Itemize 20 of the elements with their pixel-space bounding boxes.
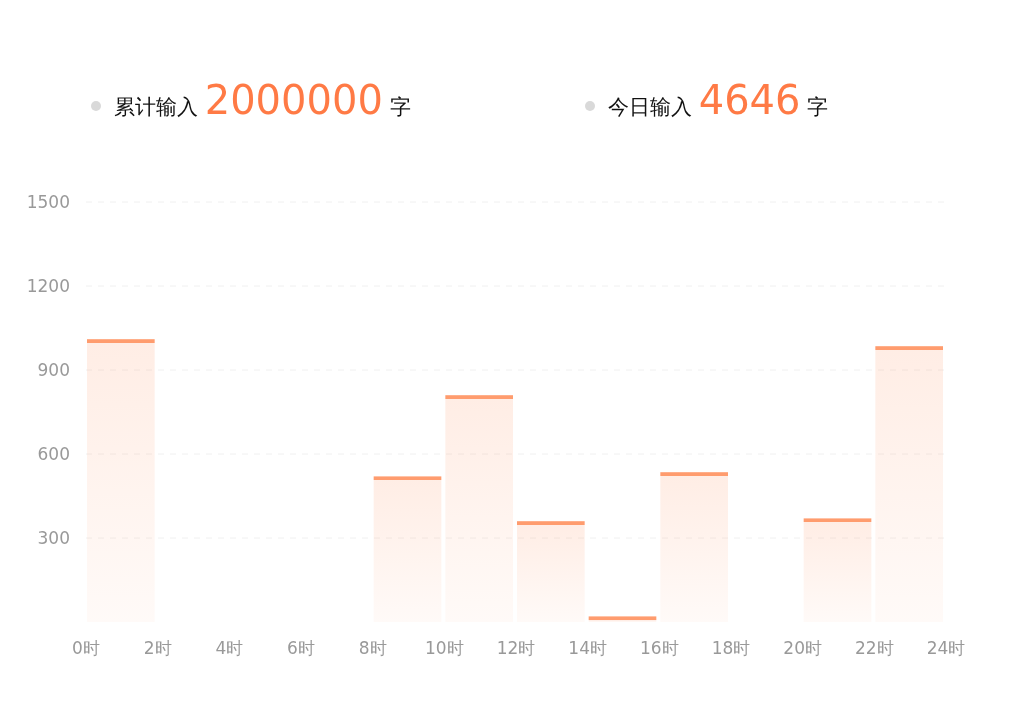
x-tick-label: 22时 bbox=[855, 638, 894, 658]
x-tick-label: 16时 bbox=[640, 638, 679, 658]
y-tick-label: 1200 bbox=[26, 276, 70, 296]
y-tick-label: 600 bbox=[37, 444, 70, 464]
text: 累计输入 2000000 字 bbox=[114, 77, 411, 123]
x-tick-label: 12时 bbox=[496, 638, 536, 658]
x-tick-label: 18时 bbox=[711, 638, 751, 658]
x-tick-label: 0时 bbox=[72, 638, 100, 658]
x-tick-label: 10时 bbox=[425, 638, 464, 658]
text: 今日输入 4646 字 bbox=[608, 77, 829, 123]
x-tick-label: 20时 bbox=[783, 638, 822, 658]
y-tick-label: 900 bbox=[37, 360, 70, 380]
x-tick-label: 6时 bbox=[287, 638, 315, 658]
x-tick-label: 2时 bbox=[143, 638, 172, 658]
x-tick-label: 4时 bbox=[215, 638, 244, 658]
x-tick-label: 24时 bbox=[926, 638, 966, 658]
y-tick-label: 1500 bbox=[26, 192, 70, 212]
x-tick-label: 14时 bbox=[568, 638, 607, 658]
y-tick-label: 300 bbox=[37, 528, 70, 548]
x-tick-label: 8时 bbox=[358, 638, 387, 658]
